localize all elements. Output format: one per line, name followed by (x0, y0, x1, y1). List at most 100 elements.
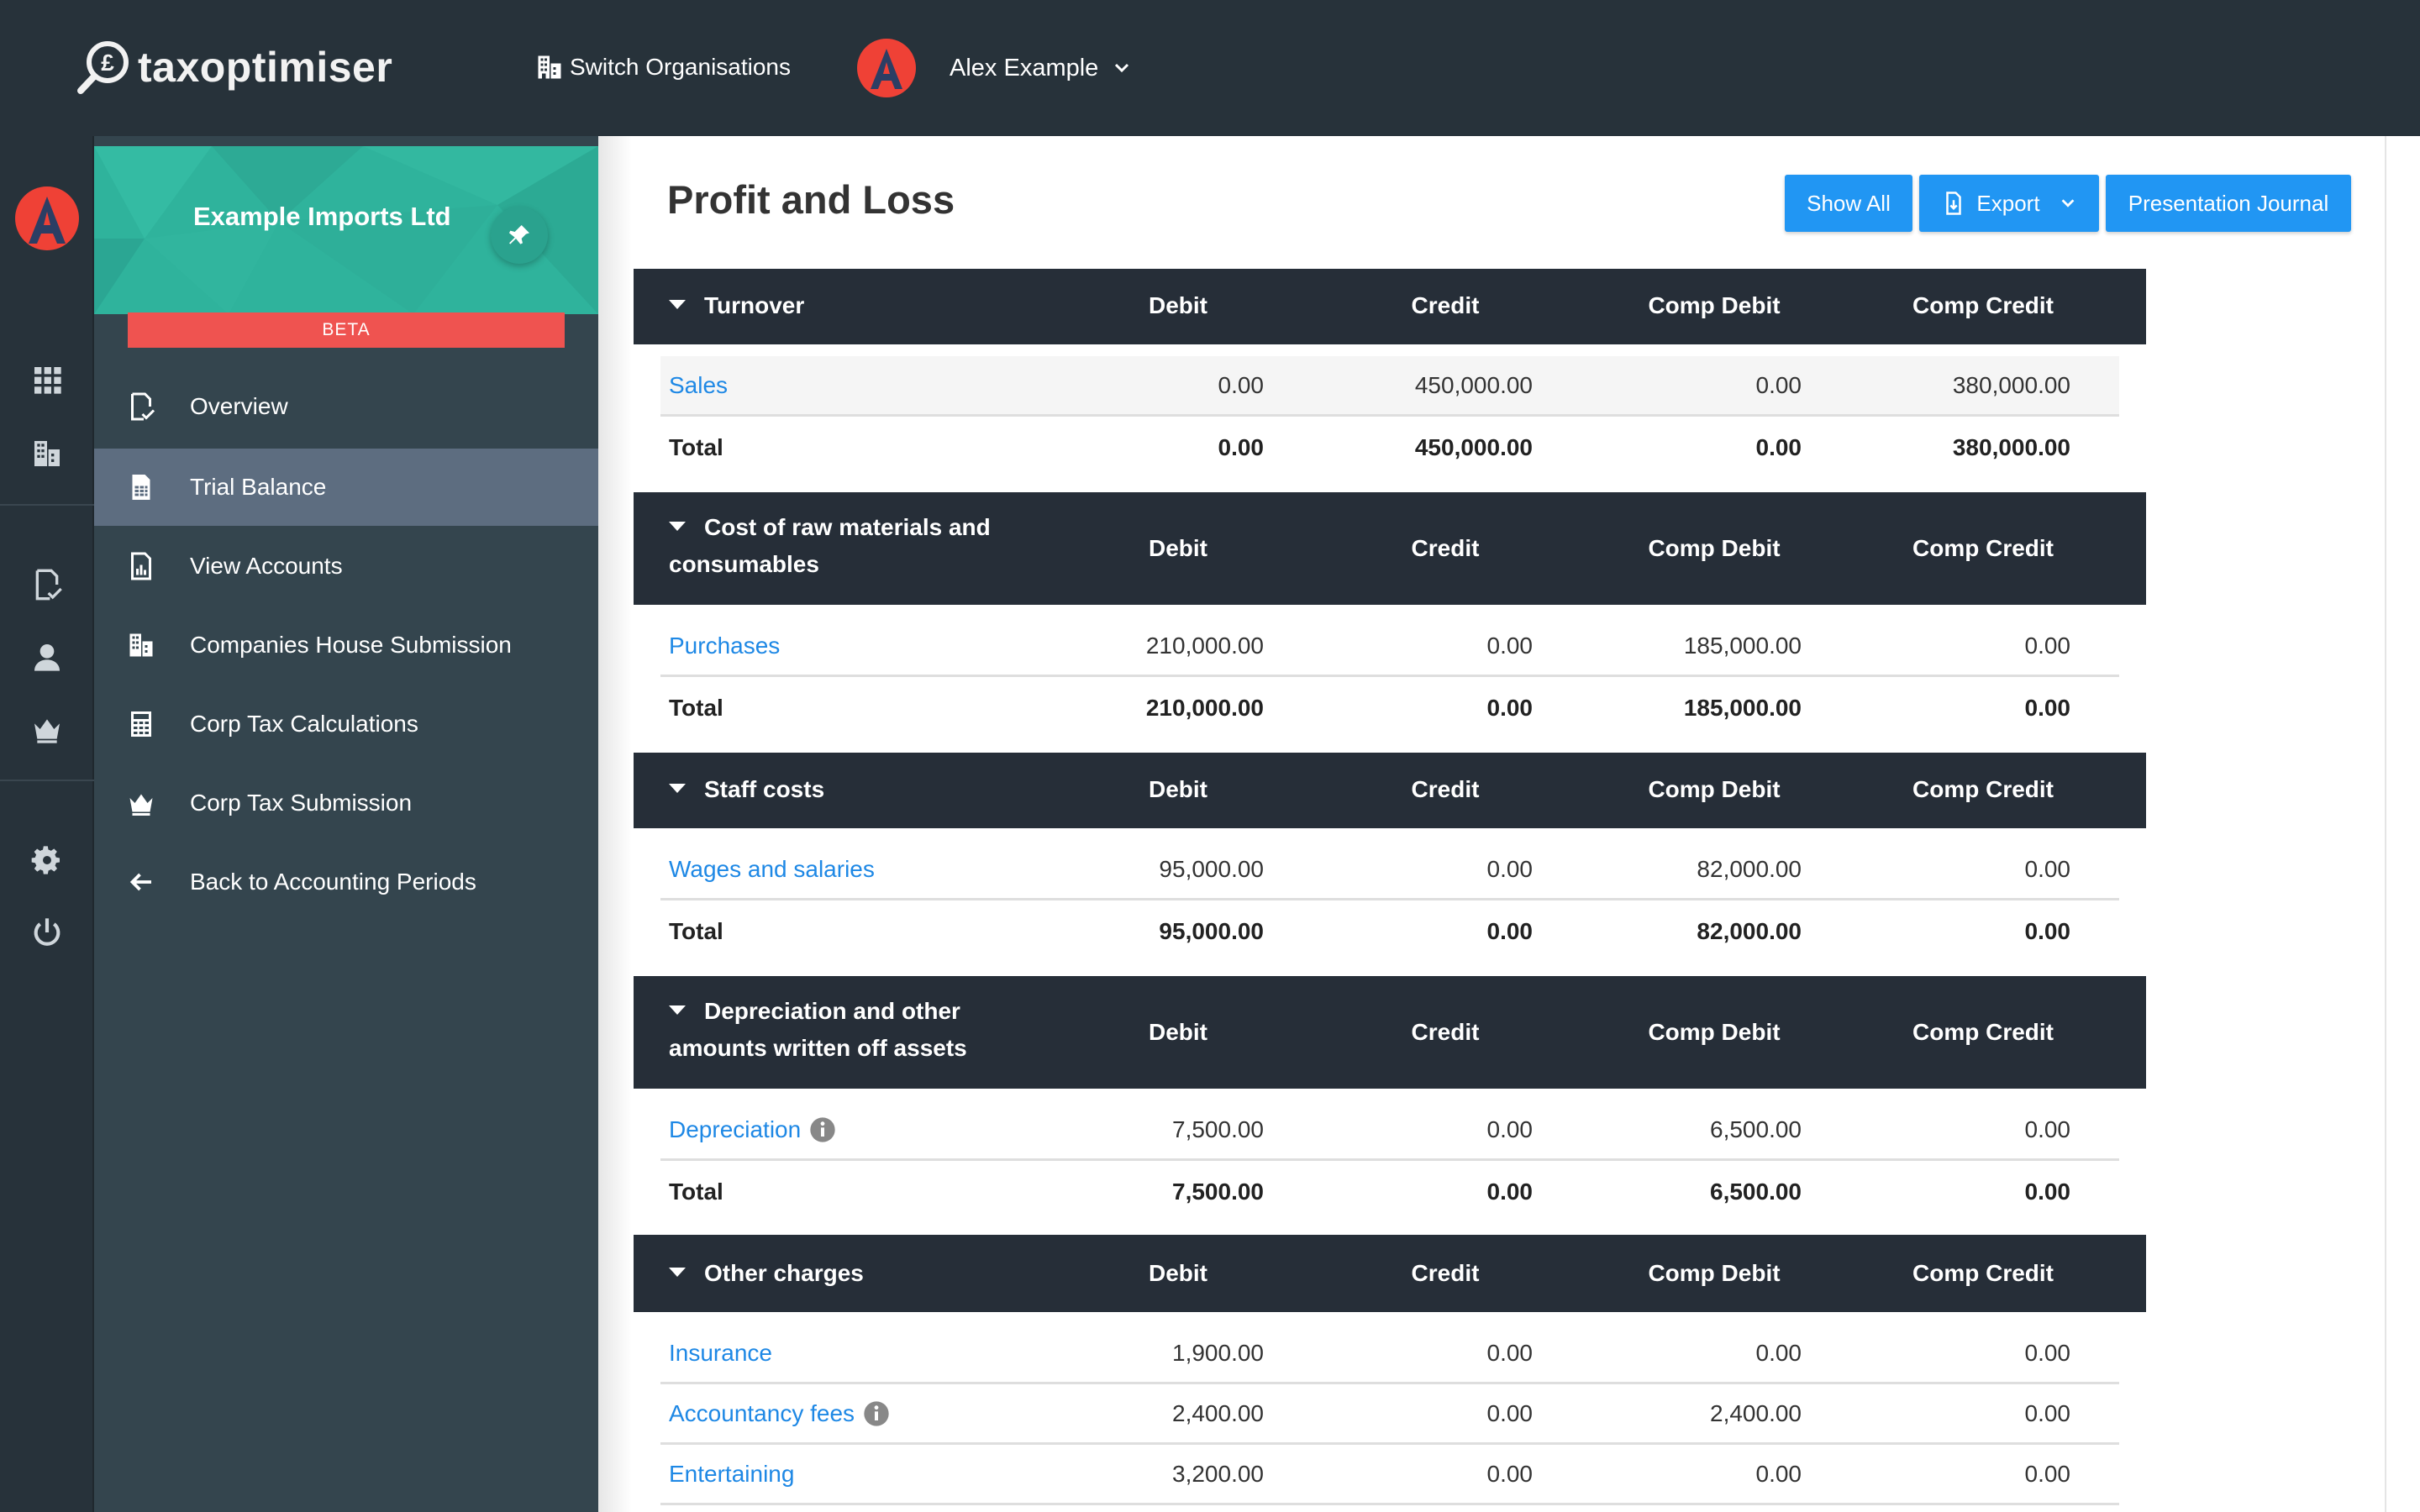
nav-overview[interactable]: Overview (94, 368, 598, 445)
document-check-icon[interactable] (30, 568, 64, 601)
total-comp-credit: 0.00 (2024, 695, 2071, 721)
total-debit: 95,000.00 (1159, 918, 1264, 944)
account-link[interactable]: Wages and salaries (669, 856, 875, 882)
building-icon (538, 55, 561, 79)
section-title-text: Turnover (704, 292, 805, 318)
arrow-left-icon (126, 867, 156, 897)
download-icon (1946, 192, 1962, 215)
rail-divider (0, 780, 94, 781)
column-header-comp-credit: Comp Credit (1912, 292, 2054, 318)
total-debit: 7,500.00 (1172, 1179, 1264, 1205)
user-icon[interactable] (30, 640, 64, 674)
pin-button[interactable] (491, 207, 548, 264)
total-label: Total (669, 434, 723, 460)
cell-comp-debit: 185,000.00 (1683, 633, 1802, 659)
section-title: Cost of raw materials and consumables (669, 509, 1072, 583)
table-row: Depreciation 7,500.00 0.00 6,500.00 0.00 (660, 1100, 2119, 1161)
account-link[interactable]: Entertaining (669, 1461, 795, 1487)
show-all-button[interactable]: Show All (1785, 175, 1912, 232)
cell-credit: 0.00 (1486, 856, 1534, 882)
total-comp-debit: 6,500.00 (1710, 1179, 1802, 1205)
total-comp-credit: 0.00 (2024, 1179, 2071, 1205)
section-title: Turnover (669, 287, 1072, 324)
account-link[interactable]: Sales (669, 372, 729, 398)
cell-comp-credit: 0.00 (2024, 1400, 2071, 1426)
account-name: Depreciation (669, 1116, 802, 1142)
power-icon[interactable] (30, 916, 64, 949)
crown-icon[interactable] (30, 712, 64, 746)
cell-credit: 0.00 (1486, 1400, 1534, 1426)
nav-label: Corp Tax Submission (190, 790, 413, 816)
section-header-turnover[interactable]: Turnover Debit Credit Comp Debit Comp Cr… (634, 269, 2146, 344)
nav-back-to-accounting-periods[interactable]: Back to Accounting Periods (94, 843, 598, 921)
column-header-comp-debit: Comp Debit (1648, 1019, 1781, 1045)
export-button[interactable]: Export (1919, 175, 2099, 232)
info-icon[interactable] (809, 1116, 836, 1143)
cell-comp-credit: 0.00 (2024, 1461, 2071, 1487)
section-header-staff-costs[interactable]: Staff costs Debit Credit Comp Debit Comp… (634, 753, 2146, 828)
nav-label: View Accounts (190, 553, 343, 579)
total-row: Total 210,000.00 0.00 185,000.00 0.00 (660, 679, 2119, 739)
cell-comp-debit: 0.00 (1755, 1340, 1802, 1366)
cell-comp-credit: 0.00 (2024, 1116, 2071, 1142)
column-header-debit: Debit (1149, 776, 1207, 802)
caret-down-icon (669, 522, 686, 532)
section-header-other-charges[interactable]: Other charges Debit Credit Comp Debit Co… (634, 1235, 2146, 1312)
section-header-cost-of-raw-materials[interactable]: Cost of raw materials and consumables Deb… (634, 492, 2146, 605)
section-title: Other charges (669, 1255, 1072, 1292)
cell-comp-debit: 0.00 (1755, 1461, 1802, 1487)
info-icon[interactable] (863, 1400, 890, 1427)
cell-credit: 0.00 (1486, 1461, 1534, 1487)
page-title: Profit and Loss (667, 177, 955, 222)
report-chart-icon (126, 551, 156, 581)
nav-label: Overview (190, 393, 288, 419)
section-header-depreciation[interactable]: Depreciation and other amounts written of… (634, 976, 2146, 1089)
column-header-comp-debit: Comp Debit (1648, 1260, 1781, 1286)
chevron-down-icon (1115, 63, 1129, 73)
sidebar: Example Imports Ltd BETA Overview Trial … (94, 136, 598, 1512)
total-comp-debit: 185,000.00 (1683, 695, 1802, 721)
chevron-down-icon (2061, 199, 2074, 207)
account-link[interactable]: Accountancy fees (669, 1384, 890, 1443)
section-title-text: Other charges (704, 1260, 864, 1286)
brand-logo[interactable]: £ taxoptimiser (76, 34, 392, 101)
total-row: Total 0.00 450,000.00 0.00 380,000.00 (660, 418, 2119, 479)
table-row: Sales 0.00 450,000.00 0.00 380,000.00 (660, 356, 2119, 417)
account-link[interactable]: Depreciation (669, 1100, 836, 1159)
nav-corp-tax-calculations[interactable]: Corp Tax Calculations (94, 685, 598, 763)
show-all-label: Show All (1807, 190, 1891, 216)
cell-debit: 95,000.00 (1159, 856, 1264, 882)
gear-icon[interactable] (30, 843, 64, 877)
apps-grid-icon[interactable] (30, 363, 64, 396)
cell-comp-credit: 0.00 (2024, 1340, 2071, 1366)
main-right-border (2385, 136, 2386, 1512)
nav-view-accounts[interactable]: View Accounts (94, 528, 598, 605)
column-header-debit: Debit (1149, 1019, 1207, 1045)
user-name: Alex Example (950, 54, 1099, 81)
column-header-comp-credit: Comp Credit (1912, 1260, 2054, 1286)
total-row: Total 7,500.00 0.00 6,500.00 0.00 (660, 1163, 2119, 1223)
header-pattern (94, 146, 598, 314)
column-header-credit: Credit (1411, 292, 1480, 318)
nav-corp-tax-submission[interactable]: Corp Tax Submission (94, 764, 598, 842)
building-icon[interactable] (30, 437, 64, 470)
app-avatar-icon[interactable] (13, 185, 81, 252)
organisation-header: Example Imports Ltd (94, 146, 598, 314)
switch-organisations-link[interactable]: Switch Organisations (534, 47, 791, 87)
top-bar: £ taxoptimiser Switch Organisations Alex… (0, 0, 2420, 136)
organisation-name: Example Imports Ltd (193, 202, 451, 231)
section-title-text: Staff costs (704, 776, 825, 802)
user-menu[interactable]: Alex Example (857, 39, 1132, 97)
account-link[interactable]: Purchases (669, 633, 781, 659)
presentation-journal-button[interactable]: Presentation Journal (2106, 175, 2351, 232)
column-header-debit: Debit (1149, 292, 1207, 318)
column-header-comp-credit: Comp Credit (1912, 1019, 2054, 1045)
switch-organisations-label: Switch Organisations (570, 54, 792, 80)
cell-comp-debit: 2,400.00 (1710, 1400, 1802, 1426)
account-link[interactable]: Insurance (669, 1340, 772, 1366)
caret-down-icon (669, 300, 686, 310)
nav-trial-balance[interactable]: Trial Balance (94, 449, 598, 526)
column-header-credit: Credit (1411, 535, 1480, 561)
table-row: Entertaining 3,200.00 0.00 0.00 0.00 (660, 1445, 2119, 1505)
nav-companies-house-submission[interactable]: Companies House Submission (94, 606, 598, 684)
